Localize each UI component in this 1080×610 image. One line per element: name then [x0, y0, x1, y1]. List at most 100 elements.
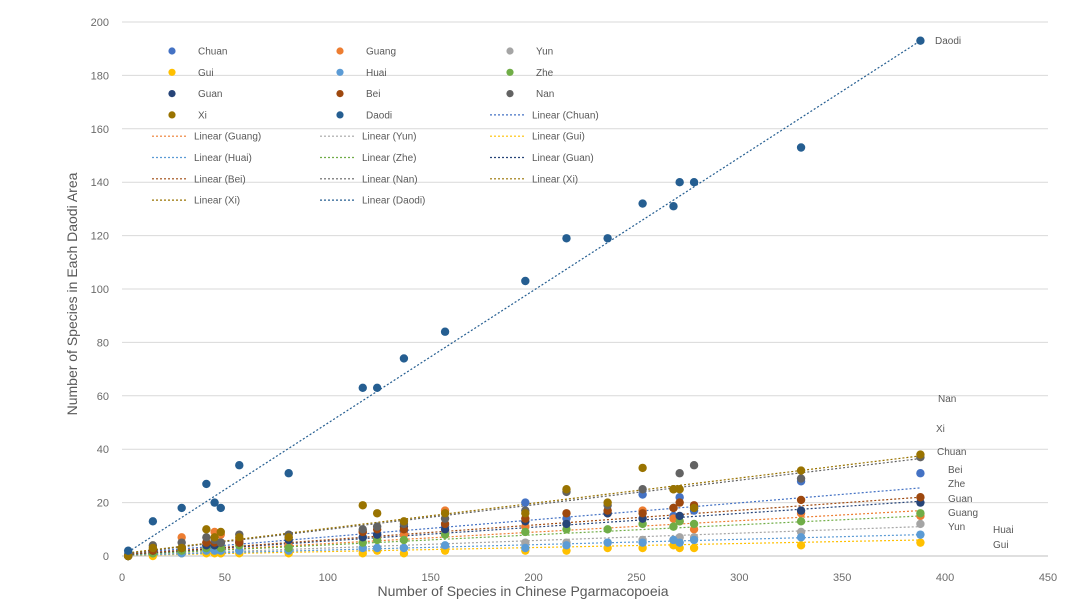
point-nan — [675, 469, 684, 478]
grid-layer — [122, 21, 1048, 557]
point-zhe — [916, 509, 925, 518]
point-zhe — [399, 535, 409, 545]
point-bei — [669, 503, 678, 513]
point-nan — [689, 461, 699, 470]
point-daodi — [521, 276, 530, 286]
point-daodi — [148, 517, 158, 526]
x-tick-label: 250 — [627, 572, 645, 584]
point-xi — [148, 543, 158, 553]
point-nan — [202, 533, 211, 542]
point-daodi — [235, 461, 244, 470]
legend-label: Zhe — [536, 68, 554, 79]
legend-entry: Linear (Huai) — [152, 153, 252, 164]
trendline-daodi — [127, 40, 921, 553]
x-tick-label: 150 — [421, 572, 439, 584]
legend-label: Gui — [198, 68, 214, 79]
legend-entry: Yun — [506, 47, 553, 58]
point-huai — [638, 538, 647, 547]
point-daodi — [358, 383, 367, 392]
point-zhe — [669, 522, 678, 531]
y-axis-title: Number of Species in Each Daodi Area — [64, 172, 80, 415]
end-label-xi: Xi — [936, 424, 945, 435]
legend-entry: Linear (Gui) — [490, 132, 585, 143]
legend-entry: Daodi — [336, 110, 392, 121]
x-tick-label: 200 — [524, 572, 542, 584]
y-tick-label: 0 — [103, 551, 109, 563]
point-xi — [562, 485, 571, 494]
point-xi — [603, 498, 612, 507]
point-nan — [358, 525, 367, 534]
x-tick-label: 450 — [1039, 572, 1057, 584]
point-gui — [796, 541, 806, 550]
point-daodi — [284, 469, 293, 478]
legend-entry: Bei — [336, 89, 380, 100]
trendline-nan — [128, 457, 921, 554]
point-xi — [358, 501, 367, 510]
y-tick-label: 160 — [91, 124, 109, 136]
legend-label: Linear (Xi) — [194, 196, 240, 207]
point-bei — [675, 498, 684, 507]
legend-label: Guan — [198, 89, 222, 100]
x-tick-label: 100 — [319, 572, 337, 584]
legend-entry: Zhe — [506, 68, 554, 79]
point-nan — [638, 485, 647, 494]
point-xi — [521, 509, 530, 518]
point-daodi — [689, 178, 699, 187]
legend-entry: Linear (Nan) — [320, 174, 418, 185]
y-tick-label: 60 — [97, 391, 109, 403]
end-label-guang: Guang — [948, 508, 978, 519]
legend-entry: Linear (Daodi) — [320, 196, 425, 207]
data-point-layer — [123, 36, 925, 561]
end-label-zhe: Zhe — [948, 479, 966, 490]
end-label-nan: Nan — [938, 394, 956, 405]
legend-entry: Xi — [168, 110, 207, 121]
y-tick-label: 20 — [97, 498, 109, 510]
legend-entry: Linear (Yun) — [320, 132, 416, 143]
x-tick-label: 50 — [219, 572, 231, 584]
point-daodi — [562, 234, 571, 243]
legend-label: Linear (Gui) — [532, 132, 585, 143]
x-axis-title: Number of Species in Chinese Pgarmacopoe… — [377, 583, 668, 599]
point-nan — [216, 538, 225, 547]
x-tick-label: 350 — [833, 572, 851, 584]
legend-marker-swatch — [336, 90, 344, 98]
legend-marker-swatch — [336, 68, 344, 76]
point-xi — [235, 533, 244, 542]
end-label-chuan: Chuan — [937, 447, 966, 458]
legend-marker-swatch — [336, 47, 344, 55]
legend-marker-swatch — [506, 68, 514, 76]
y-tick-label: 200 — [91, 17, 109, 29]
y-tick-label: 100 — [91, 284, 109, 296]
point-xi — [638, 463, 647, 473]
point-daodi — [177, 503, 186, 513]
series-end-label-layer: Chuan Guang Yun Gui Huai Zhe Guan Bei Nan Xi Daodi — [935, 36, 1014, 551]
end-label-guan: Guan — [948, 494, 972, 505]
point-xi — [675, 485, 684, 494]
point-huai — [372, 543, 382, 553]
end-label-huai: Huai — [993, 525, 1014, 536]
point-huai — [521, 543, 530, 553]
point-xi — [916, 450, 925, 459]
point-daodi — [675, 178, 684, 187]
legend-label: Nan — [536, 89, 554, 100]
y-tick-label: 80 — [97, 337, 109, 349]
y-tick-label: 120 — [91, 231, 109, 243]
legend-entry: Linear (Zhe) — [320, 153, 416, 164]
legend-entry: Nan — [506, 89, 554, 100]
legend-label: Chuan — [198, 47, 227, 58]
legend-label: Linear (Guang) — [194, 132, 261, 143]
point-daodi — [916, 36, 925, 45]
end-label-bei: Bei — [948, 465, 962, 476]
point-xi — [177, 543, 186, 553]
point-guan — [562, 519, 571, 529]
point-huai — [689, 535, 699, 545]
y-tick-label: 180 — [91, 70, 109, 82]
x-tick-label: 400 — [936, 572, 954, 584]
point-daodi — [216, 503, 225, 513]
legend-label: Linear (Guan) — [532, 153, 594, 164]
legend-label: Linear (Huai) — [194, 153, 252, 164]
legend-entry: Guang — [336, 47, 396, 58]
point-daodi — [669, 202, 678, 211]
legend-entry: Linear (Xi) — [152, 196, 240, 207]
